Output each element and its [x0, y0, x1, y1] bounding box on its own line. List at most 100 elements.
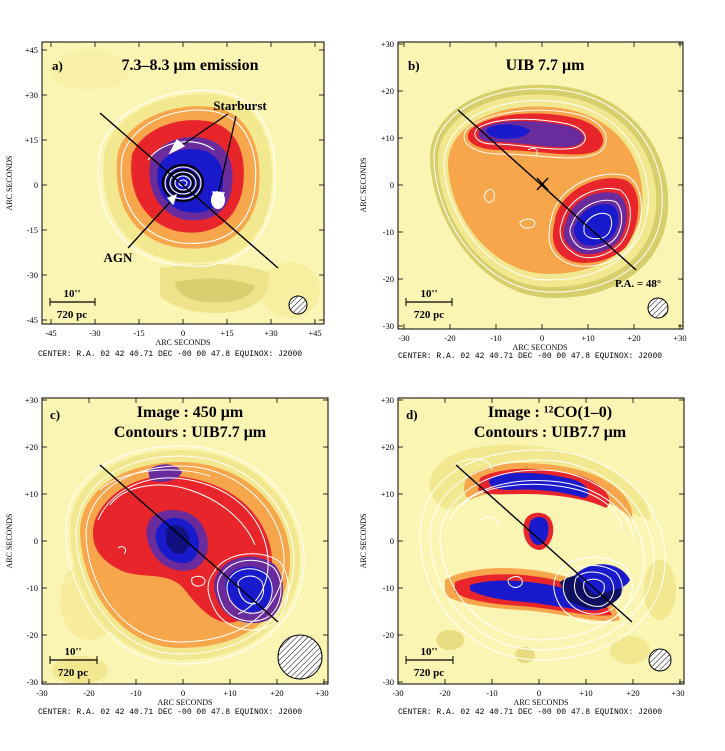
panel-d-image — [398, 398, 684, 684]
y-tick-label: +20 — [25, 442, 38, 452]
x-tick-label: +20 — [626, 688, 639, 698]
x-axis-label: ARC SECONDS — [513, 343, 568, 352]
y-tick-label: -30 — [27, 270, 38, 280]
y-tick-label: 0 — [34, 180, 38, 190]
x-tick-label: -10 — [130, 688, 141, 698]
y-tick-label: -30 — [383, 321, 394, 331]
x-tick-label: -20 — [439, 688, 450, 698]
beam-ellipse — [648, 648, 672, 672]
x-tick-label: +30 — [315, 688, 328, 698]
x-tick-label: -45 — [45, 328, 56, 338]
panel-title-line: Contours : UIB7.7 μm — [114, 424, 267, 441]
y-axis-label: ARC SECONDS — [359, 158, 368, 213]
panel-c: -30 -20 -10 0 +10 +20 +30 +30 +20 +10 0 … — [5, 395, 329, 717]
panel-letter: a) — [52, 58, 63, 73]
panel-d-ticks — [397, 398, 684, 684]
y-tick-label: 0 — [390, 180, 394, 190]
panel-a: -45 -30 -15 0 +15 +30 +45 +45 +30 +15 0 … — [5, 41, 325, 359]
x-tick-label: -20 — [444, 333, 455, 343]
panel-a-image — [42, 42, 324, 324]
x-tick-label: +20 — [270, 688, 283, 698]
center-coordinates: CENTER: R.A. 02 42 40.71 DEC -00 00 47.8… — [398, 352, 662, 361]
scale-bar: 10'' 720 pc — [49, 288, 96, 321]
y-tick-label: -45 — [27, 315, 38, 325]
x-tick-label: +10 — [223, 688, 236, 698]
x-tick-label: -30 — [392, 688, 403, 698]
starburst-label: Starburst — [213, 98, 267, 113]
y-tick-label: -30 — [27, 677, 38, 687]
panel-title: UIB 7.7 μm — [506, 57, 586, 74]
x-tick-label: +30 — [264, 328, 277, 338]
x-tick-label: +30 — [671, 688, 684, 698]
y-tick-label: -20 — [383, 630, 394, 640]
beam-ellipse — [277, 634, 323, 680]
scale-arcsec: 10'' — [420, 288, 437, 300]
y-axis-label: ARC SECONDS — [5, 514, 14, 569]
x-axis-label: ARC SECONDS — [514, 698, 569, 707]
y-tick-label: +20 — [381, 442, 394, 452]
y-tick-label: +30 — [381, 39, 394, 49]
x-tick-label: -10 — [490, 333, 501, 343]
x-tick-label: -30 — [398, 333, 409, 343]
scale-pc: 720 pc — [414, 667, 444, 679]
beam-ellipse — [647, 297, 669, 319]
panel-a-ticks — [42, 42, 324, 324]
y-tick-label: -15 — [27, 225, 38, 235]
center-coordinates: CENTER: R.A. 02 42 40.71 DEC -00 00 47.8… — [398, 708, 662, 717]
panel-letter: b) — [408, 58, 420, 73]
center-coordinates: CENTER: R.A. 02 42 40.71 DEC -00 00 47.8… — [38, 708, 302, 717]
panel-b: -30 -20 -10 0 +10 +20 +30 +30 +20 +10 0 … — [359, 39, 687, 361]
x-tick-label: 0 — [181, 688, 185, 698]
y-tick-label: -20 — [383, 274, 394, 284]
x-tick-label: 0 — [540, 333, 544, 343]
x-tick-label: 0 — [537, 688, 541, 698]
panel-c-ticks — [41, 398, 328, 684]
y-tick-label: 0 — [34, 536, 38, 546]
x-tick-label: 0 — [181, 328, 185, 338]
panel-letter: d) — [406, 407, 418, 422]
y-tick-label: -10 — [383, 227, 394, 237]
panel-title-line: Image : ¹²CO(1–0) — [488, 404, 612, 421]
x-tick-label: -10 — [486, 688, 497, 698]
x-tick-label: -30 — [89, 328, 100, 338]
y-axis-label: ARC SECONDS — [359, 514, 368, 569]
x-tick-label: -20 — [83, 688, 94, 698]
scale-arcsec: 10'' — [63, 288, 80, 300]
annotation-arrows — [127, 113, 237, 249]
x-tick-label: +30 — [673, 333, 686, 343]
y-tick-label: +20 — [381, 86, 394, 96]
panel-c-image — [42, 398, 328, 684]
y-tick-label: +10 — [25, 489, 38, 499]
y-tick-label: +10 — [381, 489, 394, 499]
beam-ellipse — [288, 295, 308, 315]
x-tick-label: +45 — [308, 328, 321, 338]
scale-pc: 720 pc — [57, 309, 87, 321]
x-tick-label: +10 — [581, 333, 594, 343]
x-tick-label: +15 — [220, 328, 233, 338]
y-tick-label: +30 — [25, 395, 38, 405]
panel-title: 7.3–8.3 μm emission — [121, 57, 258, 74]
x-tick-label: +10 — [579, 688, 592, 698]
panel-title-line: Image : 450 μm — [137, 404, 244, 421]
x-tick-label: +20 — [627, 333, 640, 343]
scale-arcsec: 10'' — [64, 646, 81, 658]
panel-letter: c) — [50, 407, 60, 422]
agn-label: AGN — [104, 250, 134, 265]
scale-bar: 10'' 720 pc — [405, 646, 454, 679]
y-tick-label: +45 — [25, 45, 38, 55]
y-tick-label: -30 — [383, 677, 394, 687]
panel-d: -30 -20 -10 0 +10 +20 +30 +30 +20 +10 0 … — [359, 395, 685, 717]
panel-b-ticks — [398, 42, 683, 329]
x-tick-label: -15 — [133, 328, 144, 338]
y-tick-label: 0 — [390, 536, 394, 546]
y-axis-label: ARC SECONDS — [5, 156, 14, 211]
center-coordinates: CENTER: R.A. 02 42 40.71 DEC -00 00 47.8… — [38, 350, 302, 359]
y-tick-label: -10 — [27, 583, 38, 593]
scale-arcsec: 10'' — [420, 646, 437, 658]
y-tick-label: +30 — [381, 395, 394, 405]
y-tick-label: -20 — [27, 630, 38, 640]
scale-pc: 720 pc — [58, 667, 88, 679]
y-tick-label: -10 — [383, 583, 394, 593]
x-axis-label: ARC SECONDS — [158, 698, 213, 707]
